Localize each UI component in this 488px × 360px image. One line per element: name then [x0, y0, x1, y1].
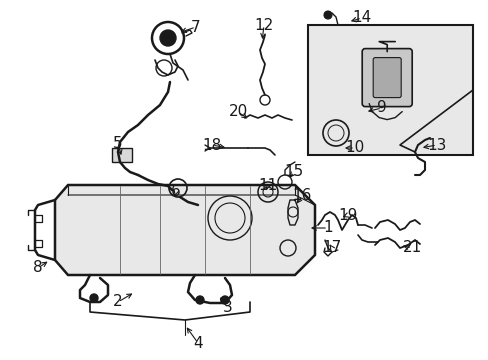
- Text: 9: 9: [376, 100, 386, 116]
- Bar: [307, 25, 472, 155]
- Text: 16: 16: [292, 189, 311, 203]
- FancyBboxPatch shape: [372, 58, 400, 98]
- Text: 4: 4: [193, 336, 203, 351]
- Bar: [112, 148, 132, 162]
- Circle shape: [196, 296, 203, 304]
- Text: 12: 12: [254, 18, 273, 32]
- Circle shape: [324, 11, 331, 19]
- Polygon shape: [55, 185, 314, 275]
- Circle shape: [221, 296, 228, 304]
- Text: 18: 18: [202, 138, 221, 153]
- Text: 2: 2: [113, 294, 122, 310]
- Text: 5: 5: [113, 135, 122, 150]
- Text: 17: 17: [322, 240, 341, 256]
- Text: 21: 21: [402, 240, 421, 256]
- Text: 10: 10: [345, 140, 364, 156]
- Circle shape: [160, 30, 176, 46]
- Text: 20: 20: [228, 104, 247, 120]
- Text: 11: 11: [258, 177, 277, 193]
- Text: 14: 14: [352, 10, 371, 26]
- Text: 7: 7: [191, 19, 201, 35]
- Text: 6: 6: [171, 184, 181, 199]
- Text: 13: 13: [427, 138, 446, 153]
- Circle shape: [90, 294, 98, 302]
- Text: 8: 8: [33, 261, 43, 275]
- Text: 3: 3: [223, 301, 232, 315]
- FancyBboxPatch shape: [362, 49, 411, 107]
- Text: 15: 15: [284, 165, 303, 180]
- Text: 1: 1: [323, 220, 332, 235]
- Text: 19: 19: [338, 207, 357, 222]
